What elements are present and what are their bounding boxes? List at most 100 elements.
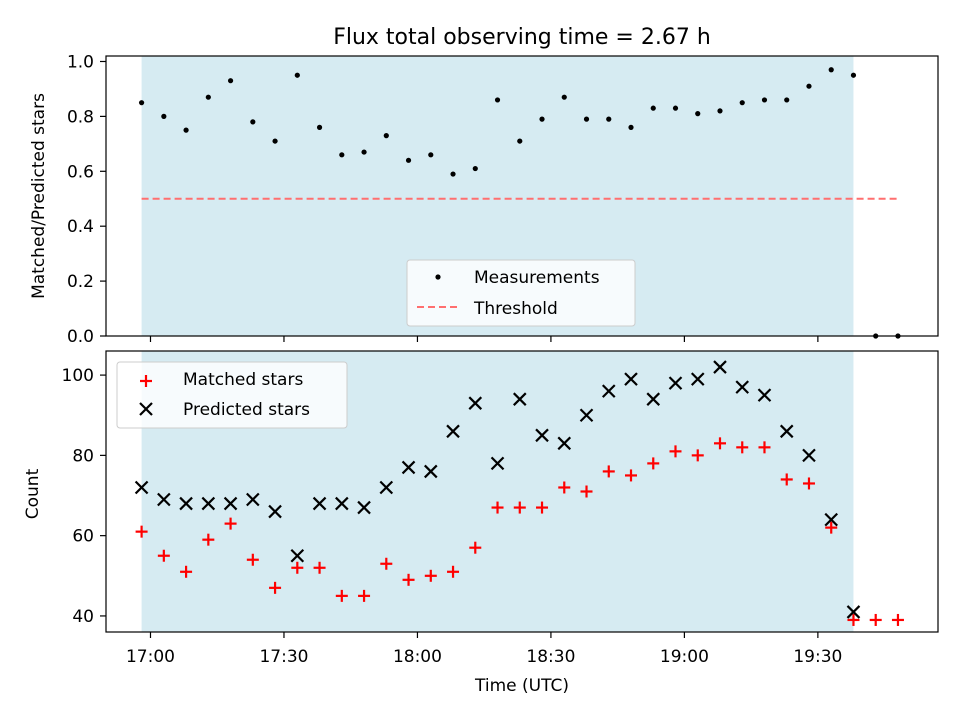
predicted-star-point: [201, 496, 216, 511]
predicted-star-point: [846, 605, 861, 619]
measurement-point: [850, 72, 857, 78]
measurement-point: [606, 116, 612, 122]
measurement-point: [272, 138, 278, 144]
bottom-x-tick-label: 18:00: [393, 647, 442, 667]
measurement-point: [784, 97, 790, 103]
bottom-plot-marks: [134, 360, 904, 626]
matched-star-point: [736, 441, 749, 454]
matched-star-point: [625, 469, 638, 482]
matched-star-point: [825, 521, 838, 534]
measurement-point: [294, 72, 300, 78]
x-axis-label: Time (UTC): [474, 676, 569, 696]
measurement-point: [539, 116, 545, 122]
matched-star-point: [758, 441, 771, 454]
matched-star-point: [491, 501, 504, 514]
matched-star-point: [647, 457, 660, 470]
predicted-star-point: [268, 504, 282, 519]
measurement-point: [717, 108, 723, 114]
predicted-star-point: [468, 396, 483, 410]
measurement-point: [494, 97, 501, 103]
measurement-point: [739, 100, 745, 106]
matched-star-point: [180, 565, 193, 578]
measurement-point: [250, 119, 256, 125]
top-y-ticks: 0.0 0.2 0.4 0.6 0.8 1.0: [67, 52, 819, 347]
bottom-y-tick-label: 40: [72, 607, 94, 627]
matched-star-point: [424, 569, 437, 582]
top-y-tick-label: 0.0: [67, 327, 94, 347]
predicted-star-point: [557, 436, 572, 451]
predicted-star-point: [824, 512, 838, 527]
measurement-point: [628, 124, 634, 130]
predicted-star-point: [512, 392, 527, 406]
predicted-star-point: [223, 496, 238, 511]
predicted-star-point: [134, 480, 149, 495]
measurement-point: [339, 152, 345, 158]
predicted-star-point: [735, 380, 750, 394]
top-y-tick-label: 0.8: [67, 107, 94, 127]
predicted-star-point: [757, 388, 772, 402]
bottom-x-tick-label: 17:00: [126, 647, 175, 667]
top-plot-marks: [138, 67, 901, 339]
predicted-star-point: [290, 548, 305, 563]
predicted-star-point: [579, 408, 594, 423]
predicted-star-point: [379, 480, 394, 495]
measurement-point: [695, 111, 701, 117]
predicted-star-point: [179, 496, 193, 511]
matched-star-point: [891, 613, 904, 626]
bottom-y-tick-label: 60: [72, 527, 94, 547]
measurement-point: [583, 116, 590, 122]
bottom-y-tick-label: 100: [62, 366, 94, 386]
matched-star-point: [447, 565, 460, 578]
matched-star-point: [202, 533, 215, 546]
measurement-point: [650, 105, 656, 111]
legend-predicted-marker: [139, 402, 153, 416]
measurement-point: [561, 94, 567, 100]
matched-star-point: [580, 485, 593, 498]
predicted-star-point: [157, 492, 171, 507]
legend-matched-label: Matched stars: [183, 370, 303, 390]
top-y-tick-label: 0.2: [67, 272, 94, 292]
measurement-point: [472, 165, 478, 172]
predicted-star-point: [646, 392, 661, 406]
matched-star-point: [246, 553, 259, 566]
measurement-point: [316, 124, 323, 130]
matched-star-point: [469, 541, 482, 554]
bottom-y-tick-label: 80: [72, 446, 94, 466]
predicted-star-point: [713, 360, 727, 374]
top-panel: 0.0 0.2 0.4 0.6 0.8 1.0 Matched/Predicted sta…: [29, 52, 939, 347]
bottom-ticks: 40 60 80 100 17:00 17:30 18:00 18:30 19:00 19:30: [62, 366, 843, 667]
legend-measurements-label: Measurements: [474, 268, 600, 288]
measurement-point: [161, 113, 167, 119]
measurement-point: [828, 67, 834, 73]
matched-star-point: [157, 549, 170, 562]
top-plot-frame: [105, 55, 939, 337]
matched-star-point: [847, 613, 860, 626]
matched-star-point: [869, 613, 882, 626]
predicted-star-point: [535, 428, 549, 443]
matched-star-point: [802, 477, 815, 490]
top-y-axis-label: Matched/Predicted stars: [29, 93, 49, 299]
predicted-star-point: [624, 372, 638, 386]
top-legend: Measurements Threshold: [406, 259, 636, 327]
bottom-plot-frame: [105, 350, 939, 633]
measurement-point: [428, 152, 434, 158]
legend-predicted-label: Predicted stars: [183, 400, 310, 420]
predicted-star-point: [246, 492, 260, 507]
measurement-point: [450, 171, 456, 177]
matched-star-point: [691, 449, 704, 462]
matched-star-point: [269, 581, 282, 594]
chart-title: Flux total observing time = 2.67 h: [333, 25, 711, 50]
predicted-star-point: [668, 376, 683, 390]
matched-star-point: [335, 589, 348, 602]
bottom-x-tick-label: 19:30: [793, 647, 842, 667]
predicted-star-point: [779, 424, 794, 439]
matched-star-point: [135, 525, 148, 538]
matched-star-point: [536, 501, 549, 514]
matched-star-point: [669, 445, 682, 458]
measurement-point: [405, 157, 412, 163]
measurement-point: [383, 133, 389, 139]
bottom-legend: Matched stars Predicted stars: [116, 361, 348, 429]
predicted-star-point: [490, 456, 505, 471]
